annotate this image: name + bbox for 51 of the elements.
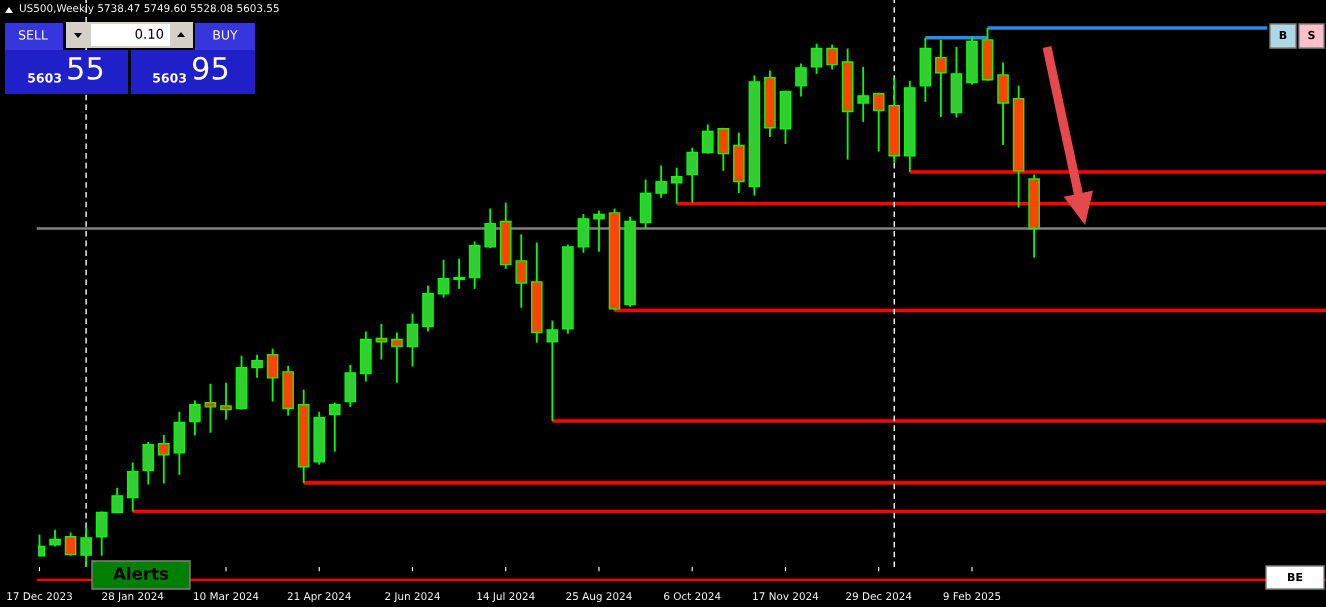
- annotation: SELL: [18, 30, 48, 40]
- candlestick: [546, 319, 559, 422]
- candlestick: [328, 401, 341, 453]
- x-tick-label: 21 Apr 2024: [287, 592, 351, 603]
- candlestick: [406, 312, 419, 368]
- annotation: B: [1279, 30, 1287, 40]
- x-tick-label: 28 Jan 2024: [102, 592, 164, 602]
- candlestick: [251, 353, 263, 379]
- candlestick: [80, 525, 92, 567]
- candlestick: [655, 164, 667, 199]
- annotation: BUY: [213, 30, 238, 40]
- x-tick-label: 2 Jun 2024: [385, 592, 440, 602]
- candlestick: [686, 146, 699, 204]
- candlestick: [111, 486, 123, 514]
- candlestick: [701, 123, 714, 155]
- annotation: 95: [192, 56, 228, 80]
- annotation: 5603: [153, 73, 187, 83]
- annotation: 55: [68, 57, 103, 80]
- candlestick: [593, 209, 605, 253]
- annotation: 5603: [28, 73, 62, 83]
- candlestick: [220, 381, 232, 421]
- annotation: Alerts: [113, 566, 169, 580]
- candlestick: [189, 399, 201, 437]
- candlestick: [266, 347, 279, 403]
- annotation: S: [1308, 30, 1315, 40]
- x-tick-label: 17 Dec 2023: [7, 592, 72, 601]
- candlestick: [857, 65, 869, 123]
- candlestick: [810, 42, 823, 75]
- candlestick: [64, 531, 77, 557]
- candlestick: [872, 91, 885, 153]
- x-tick-label: 6 Oct 2024: [664, 592, 721, 601]
- x-tick-label: 17 Nov 2024: [753, 592, 819, 601]
- candlestick: [826, 43, 838, 71]
- candlestick: [204, 382, 217, 434]
- candlestick: [484, 207, 496, 249]
- candlestick: [453, 257, 465, 290]
- candlestick: [391, 331, 403, 384]
- candlestick: [795, 62, 807, 98]
- x-tick-label: 29 Dec 2024: [846, 592, 912, 601]
- candlestick: [158, 434, 170, 485]
- x-tick-label: 10 Mar 2024: [194, 592, 259, 601]
- annotation: 0.10: [135, 28, 164, 39]
- x-tick-label: 14 Jul 2024: [477, 592, 535, 602]
- candlestick: [935, 38, 947, 118]
- candlestick: [437, 258, 450, 299]
- chart-title: US500,Weekly 5738.47 5749.60 5528.08 5603.55: [19, 3, 279, 15]
- x-tick-label: 9 Feb 2025: [943, 592, 1001, 601]
- text: BE: [1287, 572, 1303, 582]
- candlestick: [670, 166, 683, 205]
- candlestick: [515, 233, 528, 309]
- x-tick-label: 25 Aug 2024: [566, 592, 632, 603]
